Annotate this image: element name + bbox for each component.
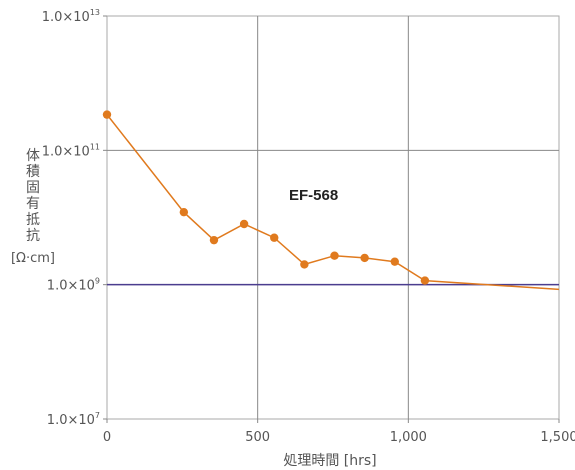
y-axis-label-char: 体 <box>26 148 40 164</box>
data-point <box>209 235 219 245</box>
plot-area <box>106 15 560 420</box>
y-axis-label-char: 抵 <box>26 212 40 228</box>
y-axis-unit: [Ω·cm] <box>11 251 55 266</box>
x-tick-label: 1,000 <box>390 430 427 445</box>
y-axis-label-char: 抗 <box>26 228 40 244</box>
y-tick-label: 1.0×1013 <box>42 8 100 25</box>
y-axis-label-char: 固 <box>26 180 40 196</box>
data-point <box>179 207 189 217</box>
data-point <box>360 253 369 263</box>
data-point <box>390 257 399 266</box>
series-label: EF-568 <box>289 187 338 204</box>
y-tick-label: 1.0×1011 <box>42 142 100 159</box>
y-tick-label: 1.0×109 <box>47 277 100 294</box>
data-point <box>102 110 112 119</box>
series-group <box>102 110 560 291</box>
data-point <box>420 276 430 285</box>
y-tick-label: 1.0×107 <box>47 411 100 428</box>
x-tick-label: 0 <box>103 430 111 445</box>
data-point <box>300 260 309 269</box>
x-tick-label: 500 <box>245 430 270 445</box>
y-axis-ticks: 1.0×107 1.0×109 1.0×1011 1.0×1013 <box>42 8 107 428</box>
x-axis-label: 処理時間 [hrs] <box>283 453 376 469</box>
x-tick-label: 1,500 <box>540 430 575 445</box>
x-axis-ticks: 0 500 1,000 1,500 <box>103 419 575 445</box>
data-point <box>270 233 279 242</box>
data-point <box>330 251 339 260</box>
y-axis-label-char: 有 <box>26 196 40 212</box>
y-axis-label-char: 積 <box>26 164 40 180</box>
data-point <box>239 219 249 229</box>
